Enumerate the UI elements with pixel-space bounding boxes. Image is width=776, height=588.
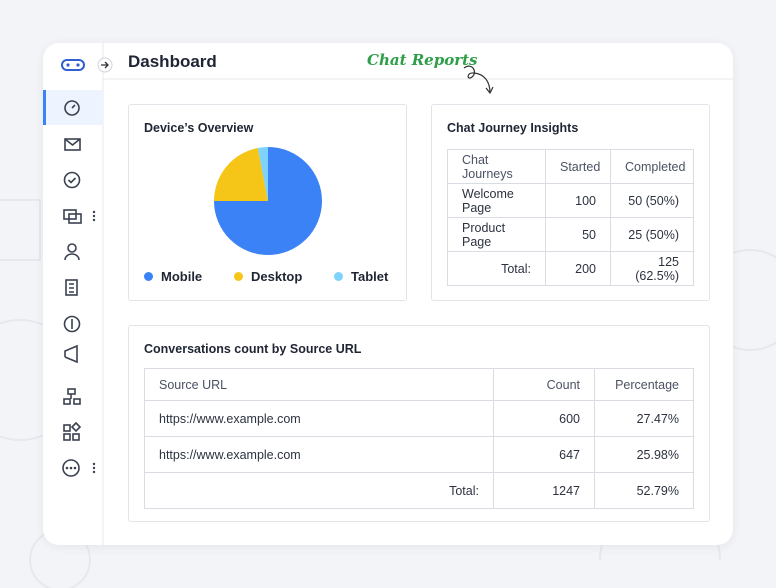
table-cell: 25.98% xyxy=(594,436,694,473)
column-header: Completed xyxy=(610,149,694,184)
data-table: Source URL Count Percentage https://www.exa… xyxy=(144,368,694,509)
table-header: Source URL Count Percentage xyxy=(144,368,694,401)
panel-title: Device’s Overview xyxy=(144,121,254,135)
column-header: Started xyxy=(545,149,611,184)
legend-item: Desktop xyxy=(234,269,302,284)
legend-swatch xyxy=(334,272,343,281)
table-cell: 27.47% xyxy=(594,400,694,437)
table-cell: Total: xyxy=(144,472,494,509)
pie-chart xyxy=(214,147,322,255)
table-cell: 600 xyxy=(493,400,595,437)
table-row: https://www.example.com 600 27.47% xyxy=(144,400,694,437)
table-cell: https://www.example.com xyxy=(144,436,494,473)
pie-slice xyxy=(214,147,268,201)
table-cell: 25 (50%) xyxy=(610,217,694,252)
annotation: Chat Reports xyxy=(367,51,478,69)
device-panel: Device’s Overview Mobile Desktop Tablet xyxy=(128,104,407,301)
table-cell: 100 xyxy=(545,183,611,218)
table-row: Total: 1247 52.79% xyxy=(144,472,694,509)
app-window: Dashboard Device’s Overview Mobile Deskto… xyxy=(43,43,733,545)
table-cell: 52.79% xyxy=(594,472,694,509)
table-cell: 50 (50%) xyxy=(610,183,694,218)
table-cell: Welcome Page xyxy=(447,183,546,218)
table-cell: Product Page xyxy=(447,217,546,252)
legend-label: Mobile xyxy=(161,269,203,284)
column-header: Source URL xyxy=(144,368,494,401)
journey-panel: Chat Journey Insights Chat Journeys Start… xyxy=(431,104,710,301)
table-cell: 125 (62.5%) xyxy=(610,251,694,286)
table-cell: Total: xyxy=(447,251,546,286)
chrome xyxy=(43,43,733,545)
table-cell: 200 xyxy=(545,251,611,286)
column-header: Percentage xyxy=(594,368,694,401)
panel-title: Conversations count by Source URL xyxy=(144,342,362,356)
legend-item: Mobile xyxy=(144,269,202,284)
legend-swatch xyxy=(234,272,243,281)
table-row: Total: 200 125 (62.5%) xyxy=(447,251,694,286)
sources-panel: Conversations count by Source URL Source… xyxy=(128,325,710,522)
annotation-arrow xyxy=(463,65,494,95)
legend-item: Tablet xyxy=(334,269,388,284)
table-row: Product Page 50 25 (50%) xyxy=(447,217,694,252)
legend-swatch xyxy=(144,272,153,281)
column-header: Count xyxy=(493,368,595,401)
column-header: Chat Journeys xyxy=(447,149,546,184)
pie-slice xyxy=(257,147,268,201)
table-cell: 1247 xyxy=(493,472,595,509)
legend-label: Tablet xyxy=(351,269,389,284)
table-row: Welcome Page 100 50 (50%) xyxy=(447,183,694,218)
table-cell: https://www.example.com xyxy=(144,400,494,437)
panel-title: Chat Journey Insights xyxy=(447,121,579,135)
page-title: Dashboard xyxy=(128,52,217,71)
table-cell: 50 xyxy=(545,217,611,252)
legend-label: Desktop xyxy=(251,269,303,284)
table-header: Chat Journeys Started Completed xyxy=(447,149,694,184)
data-table: Chat Journeys Started Completed Welcome Pag… xyxy=(447,149,694,286)
table-row: https://www.example.com 647 25.98% xyxy=(144,436,694,473)
table-cell: 647 xyxy=(493,436,595,473)
